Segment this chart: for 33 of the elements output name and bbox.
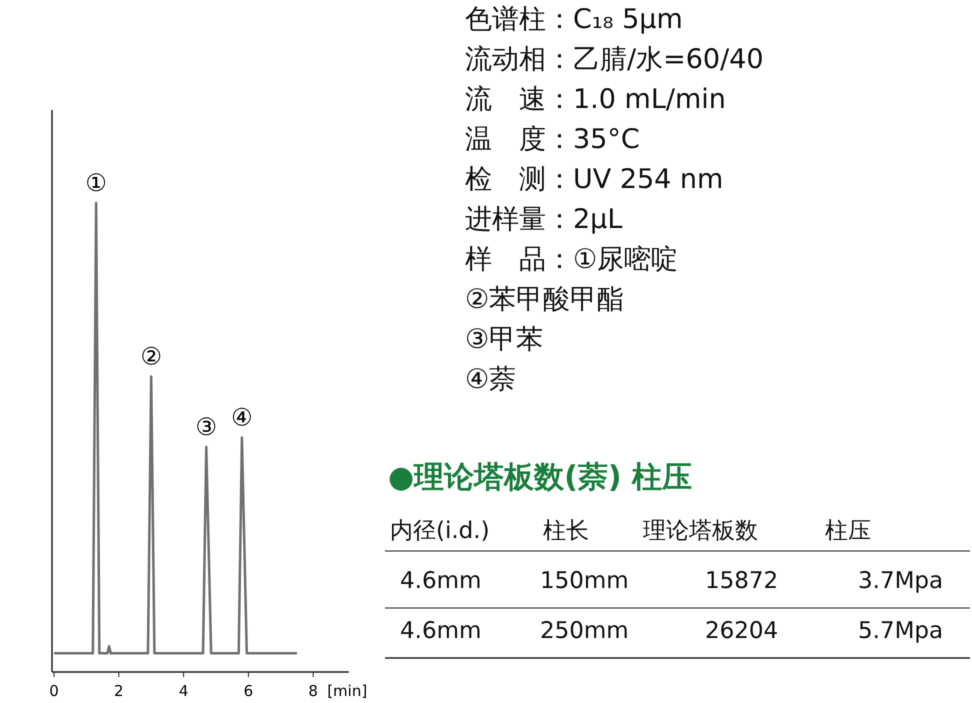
annotation: ② [140, 342, 162, 371]
text: 26204 [705, 618, 778, 644]
text: 流动相：乙腈/水=60/40 [465, 44, 764, 75]
text: 流 速：1.0 mL/min [465, 84, 726, 115]
annotation: ① [85, 169, 107, 197]
text: 5.7Mpa [858, 618, 944, 644]
text: 150mm [540, 568, 629, 594]
text: 柱压 [825, 518, 871, 544]
text: 柱长 [543, 518, 589, 544]
text: 理论塔板数 [643, 518, 758, 544]
text: 温 度：35°C [465, 124, 640, 155]
text: 4.6mm [400, 568, 482, 594]
text: ②苯甲酸甲酯 [465, 284, 624, 315]
text: 4.6mm [400, 618, 482, 644]
text: 250mm [540, 618, 629, 644]
text: 检 测：UV 254 nm [465, 164, 724, 195]
x-tick-label: 6 [244, 682, 254, 700]
text: ④萘 [465, 364, 516, 395]
x-tick-label: 0 [49, 682, 59, 700]
annotation: ④ [231, 404, 253, 432]
text: ●理论塔板数(萘) 柱压 [388, 460, 692, 495]
x-axis-title: [min] [327, 682, 368, 700]
text: 色谱柱：C₁₈ 5μm [465, 4, 683, 35]
text: 15872 [705, 568, 778, 594]
annotation: ③ [196, 412, 218, 441]
x-tick-label: 2 [114, 682, 124, 700]
text: 进样量：2μL [465, 204, 622, 235]
text: ③甲苯 [465, 324, 544, 355]
text: 3.7Mpa [858, 568, 944, 594]
text: 内径(i.d.) [390, 518, 490, 544]
text: 样 品：①尿嘧啶 [465, 244, 678, 275]
x-tick-label: 4 [178, 682, 188, 700]
x-tick-label: 8 [308, 682, 318, 700]
